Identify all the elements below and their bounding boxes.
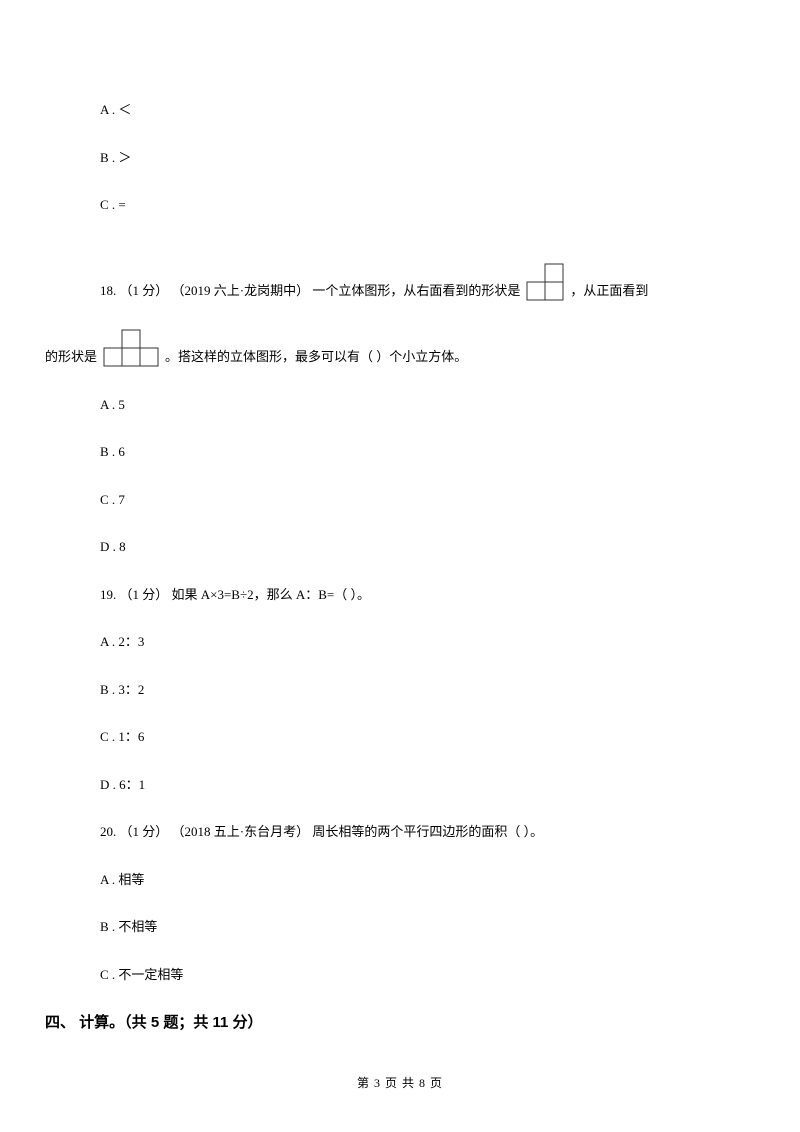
q18-prefix: 18. （1 分） （2019 六上·龙岗期中） 一个立体图形，从右面看到的形状… — [100, 281, 520, 301]
q20-option-b: B . 不相等 — [45, 917, 755, 937]
shape-front-view-icon — [103, 329, 159, 367]
q18-option-d: D . 8 — [45, 537, 755, 557]
q18-line2: 的形状是 。搭这样的立体图形，最多可以有（ ）个小立方体。 — [45, 329, 755, 367]
q20-text: 20. （1 分） （2018 五上·东台月考） 周长相等的两个平行四边形的面积… — [45, 822, 755, 842]
q18-mid: ，从正面看到 — [570, 281, 648, 301]
q18-line2-suffix: 。搭这样的立体图形，最多可以有（ ）个小立方体。 — [165, 347, 467, 367]
q19-option-c: C . 1：6 — [45, 727, 755, 747]
section-4-header: 四、 计算。（共 5 题；共 11 分） — [45, 1012, 755, 1035]
q19-option-d: D . 6：1 — [45, 775, 755, 795]
q18-option-c: C . 7 — [45, 490, 755, 510]
q17-option-a: A . ＜ — [45, 100, 755, 120]
q20-option-c: C . 不一定相等 — [45, 965, 755, 985]
page-footer: 第 3 页 共 8 页 — [0, 1074, 800, 1092]
q18-option-b: B . 6 — [45, 442, 755, 462]
q19-option-b: B . 3：2 — [45, 680, 755, 700]
q18-option-a: A . 5 — [45, 395, 755, 415]
q19-option-a: A . 2：3 — [45, 632, 755, 652]
q18-line1: 18. （1 分） （2019 六上·龙岗期中） 一个立体图形，从右面看到的形状… — [45, 263, 755, 301]
q17-option-b: B . ＞ — [45, 148, 755, 168]
q18-line2-prefix: 的形状是 — [45, 347, 97, 367]
shape-right-view-icon — [526, 263, 564, 301]
q19-text: 19. （1 分） 如果 A×3=B÷2，那么 A：B=（ ）。 — [45, 585, 755, 605]
q17-option-c: C . = — [45, 195, 755, 215]
q20-option-a: A . 相等 — [45, 870, 755, 890]
